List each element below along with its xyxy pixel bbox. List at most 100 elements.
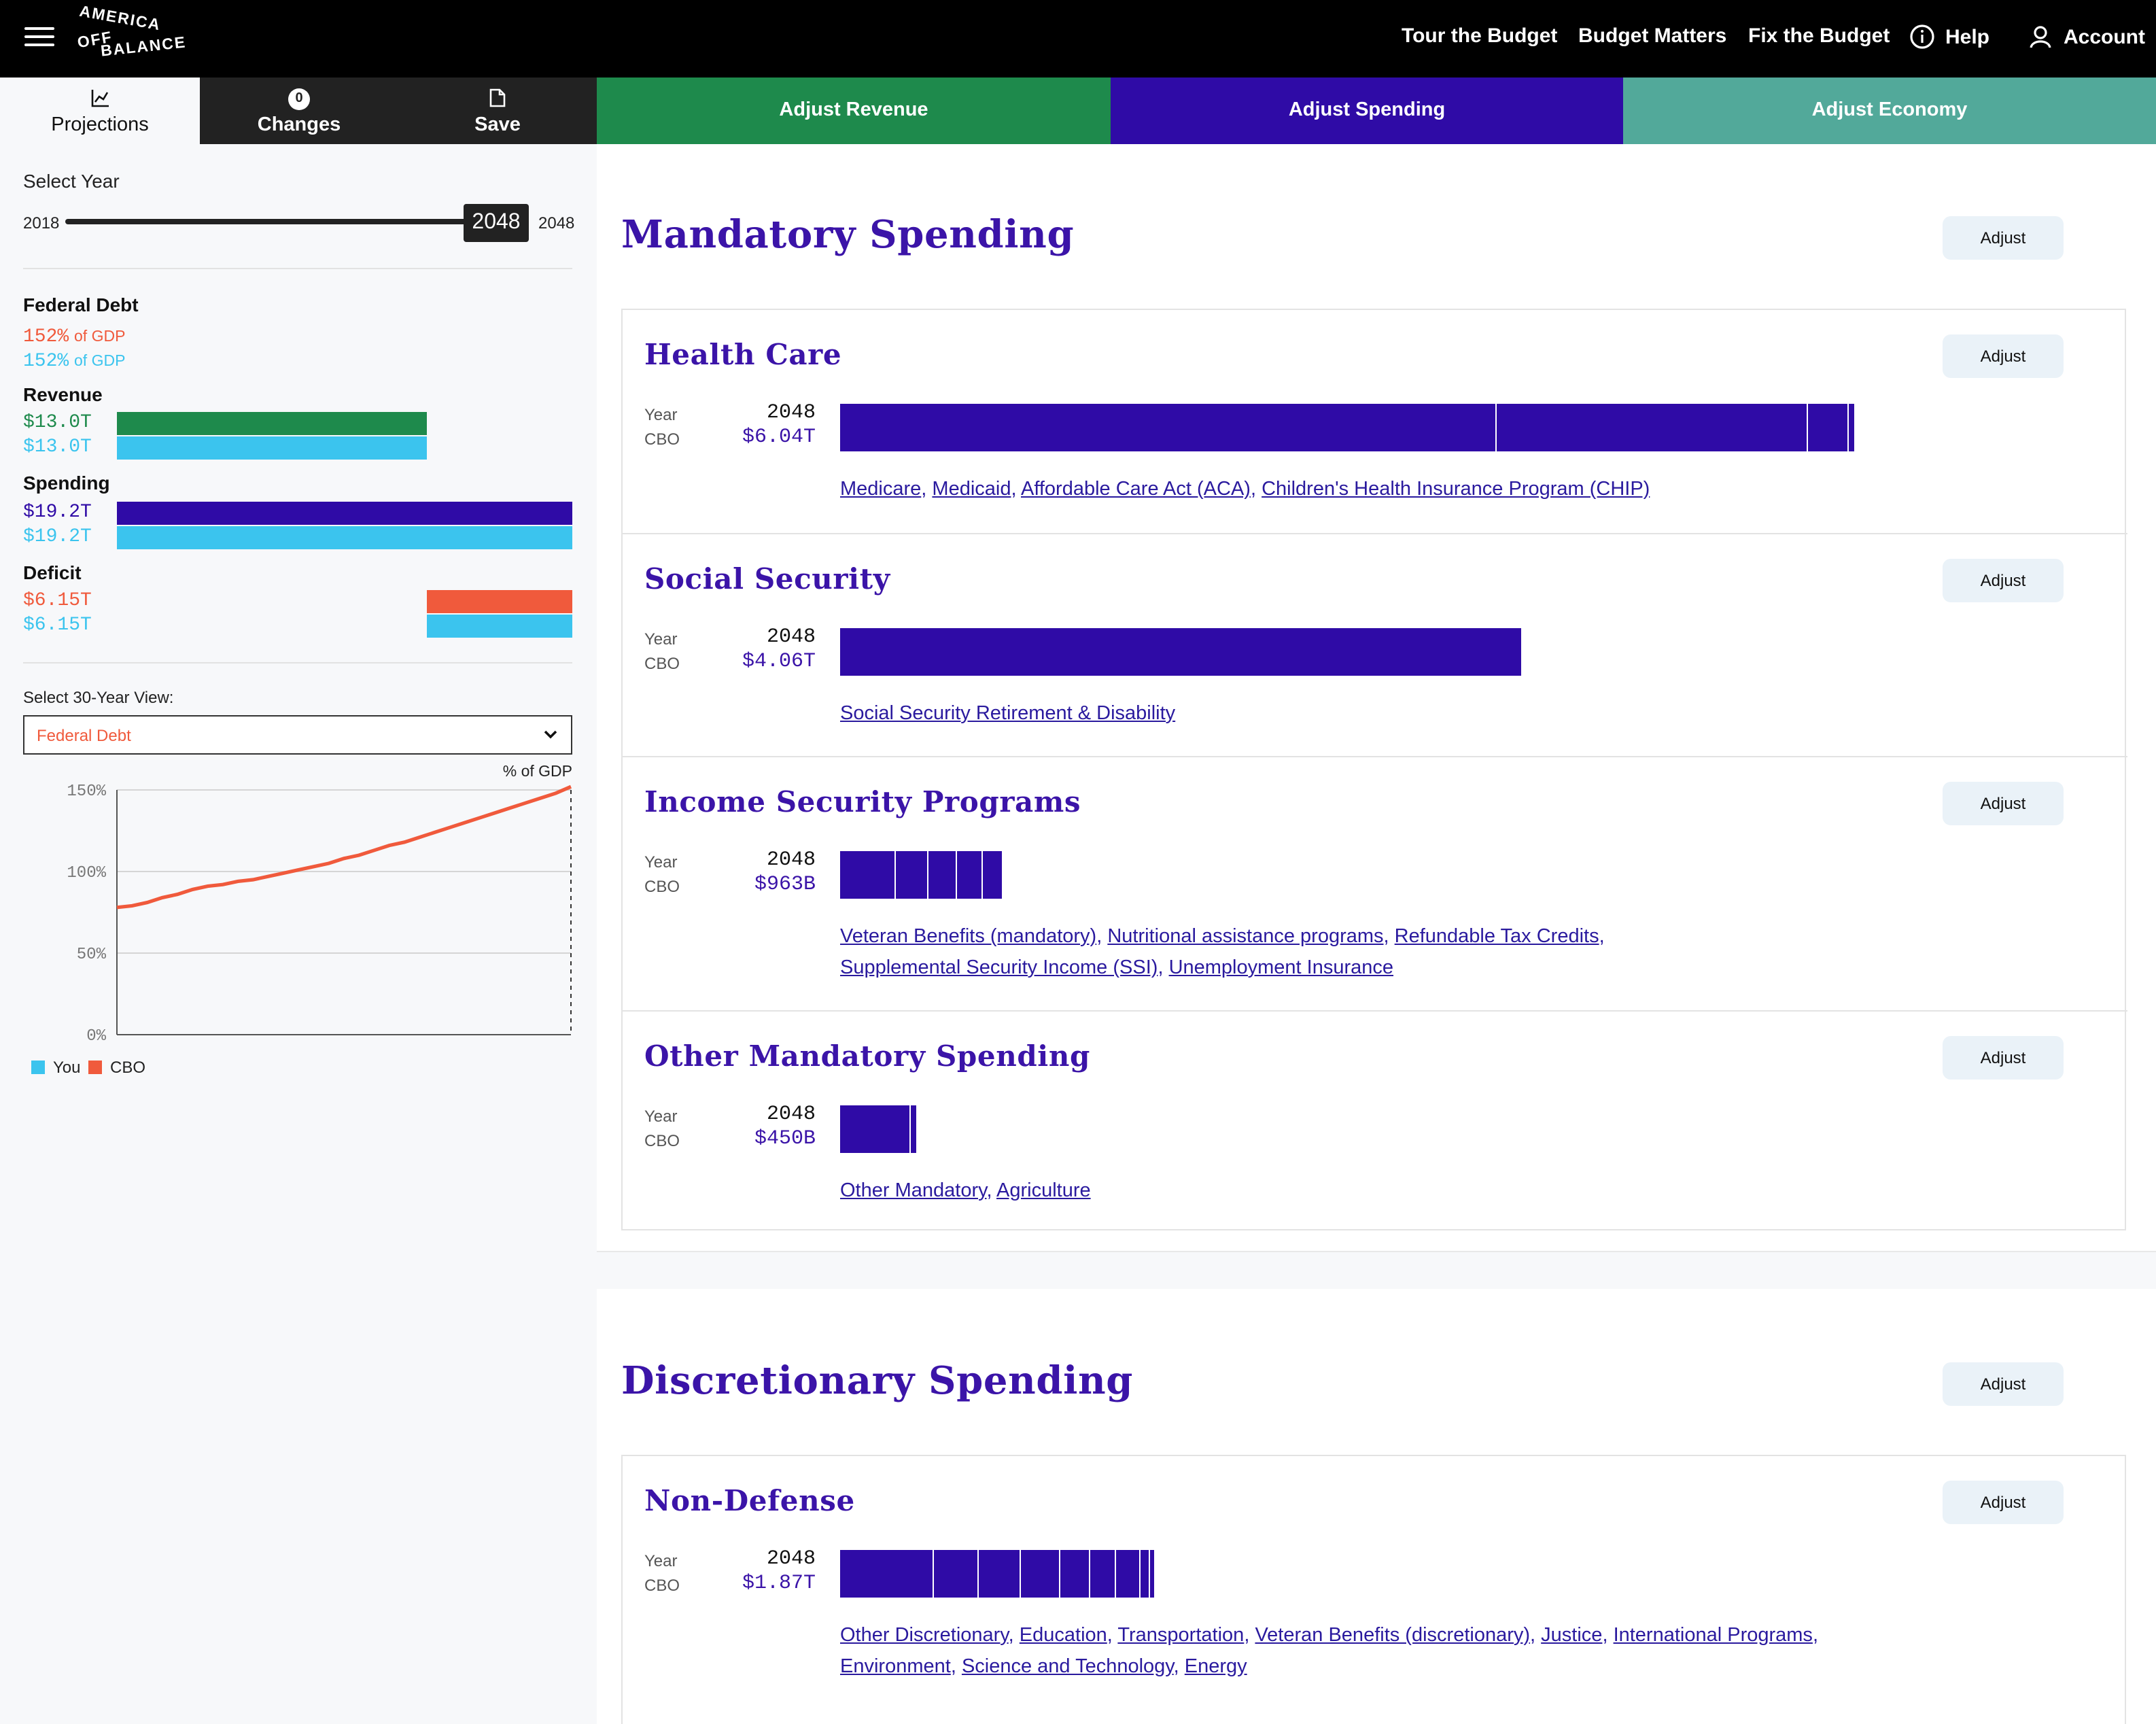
- tab-projections[interactable]: Projections: [0, 77, 200, 144]
- bar-segment[interactable]: [840, 1105, 911, 1153]
- link-justice[interactable]: Justice: [1541, 1625, 1603, 1647]
- bar-segment[interactable]: [957, 851, 983, 899]
- link-chip[interactable]: Children's Health Insurance Program (CHI…: [1262, 479, 1650, 500]
- link-science[interactable]: Science and Technology: [961, 1656, 1174, 1678]
- bar-segment[interactable]: [1021, 1550, 1060, 1598]
- mandatory-adjust-button[interactable]: Adjust: [1943, 216, 2064, 260]
- debt-cbo-value: 152% of GDP: [23, 324, 125, 348]
- bar-segment[interactable]: [979, 1550, 1021, 1598]
- spending-bar[interactable]: [840, 851, 1002, 899]
- deficit-you-value: $6.15T: [23, 615, 92, 636]
- year-value: 2048: [766, 401, 816, 424]
- link-nutrition[interactable]: Nutritional assistance programs: [1107, 926, 1384, 948]
- bar-segment[interactable]: [1090, 1550, 1116, 1598]
- link-social-security[interactable]: Social Security Retirement & Disability: [840, 703, 1176, 725]
- link-tax-credits[interactable]: Refundable Tax Credits: [1394, 926, 1599, 948]
- year-value: 2048: [766, 848, 816, 872]
- tab-changes[interactable]: 0 Changes: [200, 77, 398, 144]
- tab-adjust-revenue[interactable]: Adjust Revenue: [597, 77, 1111, 144]
- year-min-label: 2018: [23, 213, 60, 232]
- bar-segment[interactable]: [1497, 404, 1808, 451]
- bar-segment[interactable]: [911, 1105, 916, 1153]
- link-other-discretionary[interactable]: Other Discretionary: [840, 1625, 1009, 1647]
- spending-bar[interactable]: [840, 1550, 1154, 1598]
- link-other-mandatory[interactable]: Other Mandatory: [840, 1180, 987, 1202]
- link-medicaid[interactable]: Medicaid: [932, 479, 1011, 500]
- tab-adjust-spending[interactable]: Adjust Spending: [1111, 77, 1623, 155]
- spending-title: Spending: [23, 472, 110, 494]
- bar-segment[interactable]: [1060, 1550, 1090, 1598]
- sidebar: Projections 0 Changes Save Select Year 2…: [0, 77, 597, 1724]
- chart-series: [116, 785, 572, 910]
- nav-tour-link[interactable]: Tour the Budget: [1402, 24, 1558, 48]
- debt-you-pct: 152%: [23, 351, 69, 373]
- chart-grid: [116, 789, 572, 1035]
- cbo-label: CBO: [644, 430, 680, 449]
- divider: [23, 268, 572, 269]
- income-security-adjust-button[interactable]: Adjust: [1943, 782, 2064, 825]
- federal-debt-title: Federal Debt: [23, 294, 139, 315]
- view-select-dropdown[interactable]: Federal Debt: [23, 715, 572, 755]
- year-slider-track[interactable]: [65, 219, 466, 224]
- nav-fix-link[interactable]: Fix the Budget: [1748, 24, 1890, 48]
- non-defense-adjust-button[interactable]: Adjust: [1943, 1481, 2064, 1524]
- revenue-title: Revenue: [23, 383, 103, 405]
- tab-save-label: Save: [474, 114, 521, 136]
- link-unemployment[interactable]: Unemployment Insurance: [1168, 957, 1394, 979]
- link-medicare[interactable]: Medicare: [840, 479, 922, 500]
- link-international[interactable]: International Programs: [1613, 1625, 1813, 1647]
- spending-bar[interactable]: [840, 628, 1521, 676]
- bar-segment[interactable]: [840, 851, 896, 899]
- program-links: Social Security Retirement & Disability: [840, 699, 1955, 730]
- spending-bar[interactable]: [840, 404, 1856, 451]
- revenue-you-bar: [117, 436, 427, 460]
- link-veteran-mandatory[interactable]: Veteran Benefits (mandatory): [840, 926, 1097, 948]
- bar-segment[interactable]: [928, 851, 957, 899]
- link-transportation[interactable]: Transportation: [1117, 1625, 1245, 1647]
- logo[interactable]: AMERICA OFF BALANCE: [76, 4, 198, 67]
- health-care-adjust-button[interactable]: Adjust: [1943, 334, 2064, 378]
- y-tick-label: 0%: [86, 1027, 106, 1046]
- program-links: Other Mandatory, Agriculture: [840, 1180, 1091, 1202]
- bar-segment[interactable]: [896, 851, 928, 899]
- bar-segment[interactable]: [1116, 1550, 1141, 1598]
- social-security-adjust-button[interactable]: Adjust: [1943, 559, 2064, 602]
- tab-changes-label: Changes: [257, 114, 341, 136]
- year-slider-thumb[interactable]: 2048: [464, 204, 529, 242]
- bar-segment[interactable]: [840, 404, 1497, 451]
- other-mandatory-adjust-button[interactable]: Adjust: [1943, 1036, 2064, 1080]
- year-label: Year: [644, 405, 678, 424]
- category-title: Non-Defense: [644, 1483, 855, 1517]
- tab-adjust-economy[interactable]: Adjust Economy: [1623, 77, 2156, 144]
- link-energy[interactable]: Energy: [1184, 1656, 1247, 1678]
- link-veteran-discretionary[interactable]: Veteran Benefits (discretionary): [1255, 1625, 1531, 1647]
- bar-segment[interactable]: [1808, 404, 1849, 451]
- bar-segment[interactable]: [934, 1550, 979, 1598]
- divider: [23, 662, 572, 663]
- link-agriculture[interactable]: Agriculture: [996, 1180, 1091, 1202]
- tab-save[interactable]: Save: [398, 77, 597, 144]
- nav-matters-link[interactable]: Budget Matters: [1578, 24, 1727, 48]
- deficit-cbo-value: $6.15T: [23, 590, 92, 612]
- link-aca[interactable]: Affordable Care Act (ACA): [1021, 479, 1251, 500]
- spending-you-bar: [117, 526, 572, 549]
- debt-you-unit: of GDP: [74, 354, 126, 370]
- bar-segment[interactable]: [1141, 1550, 1150, 1598]
- main-content: Mandatory Spending Adjust Health Care Ad…: [597, 144, 2156, 1724]
- nav-account-link[interactable]: Account: [2028, 24, 2145, 49]
- link-environment[interactable]: Environment: [840, 1656, 951, 1678]
- link-education[interactable]: Education: [1019, 1625, 1107, 1647]
- spending-bar[interactable]: [840, 1105, 916, 1153]
- bar-segment[interactable]: [840, 1550, 934, 1598]
- bar-segment[interactable]: [1849, 404, 1856, 451]
- category-title: Social Security: [644, 562, 890, 596]
- link-ssi[interactable]: Supplemental Security Income (SSI): [840, 957, 1158, 979]
- bar-segment[interactable]: [840, 628, 1521, 676]
- bar-segment[interactable]: [1150, 1550, 1154, 1598]
- discretionary-adjust-button[interactable]: Adjust: [1943, 1362, 2064, 1406]
- bar-segment[interactable]: [983, 851, 1002, 899]
- debt-projection-chart: 150% 100% 50% 0% % of GDP: [67, 762, 572, 1046]
- category-non-defense: Non-Defense Adjust Year CBO 2048 $1.87T …: [623, 1456, 2127, 1724]
- menu-icon[interactable]: [24, 22, 54, 52]
- nav-help-link[interactable]: Help: [1910, 24, 1989, 49]
